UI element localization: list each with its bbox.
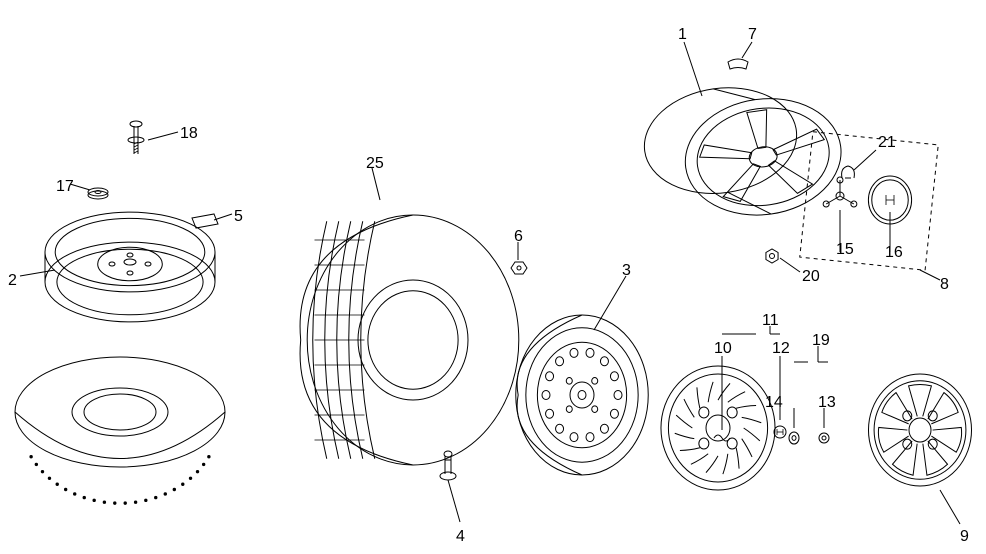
label-25: 25 bbox=[366, 155, 384, 173]
label-14: 14 bbox=[765, 394, 783, 412]
diagram-canvas: 1 2 3 4 5 6 7 8 9 10 11 12 13 14 15 16 1… bbox=[0, 0, 986, 554]
label-19: 19 bbox=[812, 332, 830, 350]
label-4: 4 bbox=[456, 528, 465, 546]
diagram-svg bbox=[0, 0, 986, 554]
label-17: 17 bbox=[56, 178, 74, 196]
label-15: 15 bbox=[836, 241, 854, 259]
label-9: 9 bbox=[960, 528, 969, 546]
label-1: 1 bbox=[678, 26, 687, 44]
label-21: 21 bbox=[878, 134, 896, 152]
label-5: 5 bbox=[234, 208, 243, 226]
label-20: 20 bbox=[802, 268, 820, 286]
label-11: 11 bbox=[762, 312, 779, 330]
label-12: 12 bbox=[772, 340, 790, 358]
label-16: 16 bbox=[885, 244, 903, 262]
label-18: 18 bbox=[180, 125, 198, 143]
label-7: 7 bbox=[748, 26, 757, 44]
label-3: 3 bbox=[622, 262, 631, 280]
label-10: 10 bbox=[714, 340, 732, 358]
label-6: 6 bbox=[514, 228, 523, 246]
label-8: 8 bbox=[940, 276, 949, 294]
label-2: 2 bbox=[8, 272, 17, 290]
label-13: 13 bbox=[818, 394, 836, 412]
